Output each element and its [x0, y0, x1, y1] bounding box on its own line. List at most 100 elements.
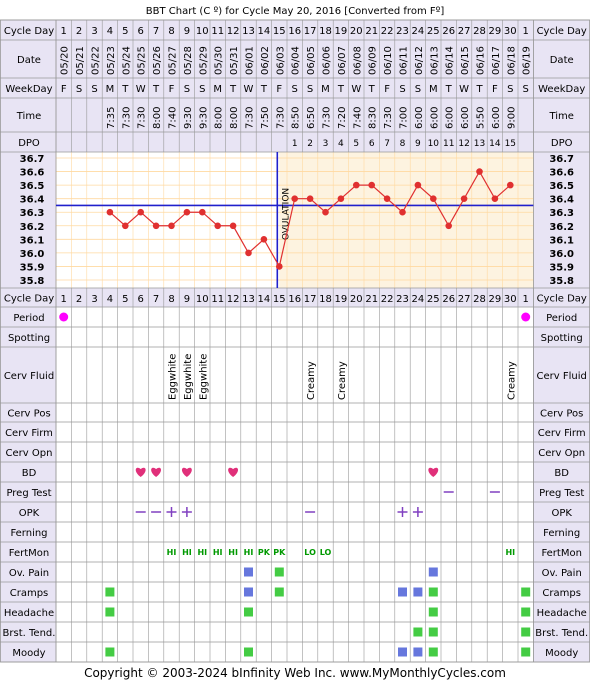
temperature-point — [152, 222, 160, 230]
weekday-label: T — [475, 84, 483, 95]
fertmon-reading: HI — [182, 548, 192, 557]
cycle-day-number: 7 — [153, 26, 159, 37]
moody-marker — [398, 647, 407, 657]
cycle-day-number: 9 — [184, 26, 190, 37]
cerv-fluid-label: Creamy — [306, 361, 317, 400]
cramps-marker — [413, 587, 423, 597]
date-label: 05/26 — [152, 46, 163, 75]
cycle-day-number: 18 — [319, 294, 332, 305]
fertmon-reading: PK — [273, 548, 286, 557]
fertmon-reading: HI — [505, 548, 515, 557]
luteal-phase-shade — [279, 152, 534, 288]
ov-pain-marker — [428, 567, 438, 577]
time-label: 7:30 — [383, 107, 394, 129]
time-label: 7:30 — [245, 107, 256, 129]
cycle-day-number: 14 — [258, 294, 271, 305]
headache-marker — [521, 607, 531, 617]
weekday-label: T — [337, 84, 345, 95]
date-label: 06/02 — [260, 46, 271, 75]
temperature-point — [460, 195, 468, 202]
date-label: 05/20 — [60, 46, 71, 75]
time-label: 7:30 — [137, 107, 148, 129]
cycle-day-number: 3 — [91, 294, 97, 305]
date-label: 05/29 — [198, 46, 209, 75]
row-label-left-cerv_pos: Cerv Pos — [7, 409, 50, 420]
bd-heart-icon — [135, 467, 146, 477]
y-tick-label-left: 36.4 — [20, 195, 45, 206]
cycle-day-number: 14 — [258, 26, 271, 37]
cycle-day-number: 17 — [304, 294, 317, 305]
cycle-day-number: 30 — [504, 294, 517, 305]
row-label-right-time: Time — [548, 111, 573, 122]
weekday-label: M — [429, 84, 438, 95]
row-label-right-cerv_firm: Cerv Firm — [538, 428, 586, 439]
temperature-point — [137, 208, 144, 216]
y-tick-label-left: 35.8 — [20, 276, 45, 287]
date-label: 06/19 — [522, 46, 533, 75]
row-label-right-cycle2: Cycle Day — [537, 294, 587, 305]
temperature-point — [476, 168, 483, 175]
cycle-day-number: 25 — [427, 294, 440, 305]
dpo-number: 5 — [353, 139, 359, 149]
cycle-day-number: 23 — [396, 294, 409, 305]
y-tick-label-left: 36.7 — [20, 154, 45, 165]
row-label-right-preg_test: Preg Test — [539, 488, 584, 499]
time-label: 5:50 — [476, 107, 487, 129]
time-label: 6:00 — [414, 107, 425, 129]
row-label-right-brst_tend: Brst. Tend. — [535, 628, 588, 639]
weekday-label: W — [351, 84, 361, 95]
header-band-time — [0, 98, 590, 132]
time-label: 7:30 — [275, 107, 286, 129]
dpo-number: 8 — [400, 139, 406, 149]
row-label-right-cycle: Cycle Day — [537, 26, 587, 37]
temperature-point — [199, 208, 206, 216]
date-label: 06/08 — [352, 46, 363, 75]
date-label: 05/23 — [106, 46, 117, 75]
date-label: 06/18 — [506, 46, 517, 75]
y-tick-label-right: 36.4 — [549, 195, 574, 206]
cycle-day-number: 7 — [153, 294, 159, 305]
brst-tend-marker — [413, 627, 423, 637]
weekday-label: T — [152, 84, 160, 95]
weekday-label: S — [76, 84, 82, 95]
cycle-day-number: 11 — [211, 26, 224, 37]
weekday-label: T — [229, 84, 237, 95]
time-label: 8:00 — [214, 107, 225, 129]
row-label-left-cycle: Cycle Day — [4, 26, 54, 37]
time-label: 7:30 — [121, 107, 132, 129]
temperature-point — [399, 208, 406, 216]
date-label: 06/10 — [383, 46, 394, 75]
moody-marker — [105, 647, 115, 657]
cerv-fluid-label: Eggwhite — [168, 354, 179, 400]
y-tick-label-left: 36.2 — [20, 222, 45, 233]
row-label-left-dpo: DPO — [18, 138, 40, 149]
cycle-day-number: 15 — [273, 26, 286, 37]
row-label-right-cramps: Cramps — [542, 588, 581, 599]
weekday-label: S — [184, 84, 190, 95]
y-tick-label-right: 36.0 — [549, 249, 574, 260]
row-label-left-ferning: Ferning — [10, 528, 47, 539]
y-tick-label-right: 36.5 — [549, 181, 574, 192]
date-label: 06/15 — [460, 46, 471, 75]
weekday-label: M — [213, 84, 222, 95]
row-label-left-time: Time — [16, 111, 41, 122]
temperature-point — [276, 263, 283, 270]
y-tick-label-left: 35.9 — [20, 262, 45, 273]
row-label-left-headache: Headache — [4, 608, 54, 619]
weekday-label: T — [260, 84, 268, 95]
temperature-point — [368, 181, 376, 189]
weekday-label: S — [292, 84, 298, 95]
row-label-left-spotting: Spotting — [8, 333, 50, 344]
weekday-label: W — [459, 84, 469, 95]
row-label-left-fertmon: FertMon — [9, 548, 49, 559]
temperature-point — [445, 222, 453, 230]
temperature-point — [337, 195, 345, 202]
cycle-day-number: 15 — [273, 294, 286, 305]
row-label-right-headache: Headache — [537, 608, 587, 619]
date-label: 06/17 — [491, 46, 502, 75]
row-label-right-fertmon: FertMon — [541, 548, 581, 559]
cycle-day-number: 11 — [211, 294, 224, 305]
date-label: 06/09 — [368, 46, 379, 75]
date-label: 05/27 — [168, 46, 179, 75]
cycle-day-number: 25 — [427, 26, 440, 37]
